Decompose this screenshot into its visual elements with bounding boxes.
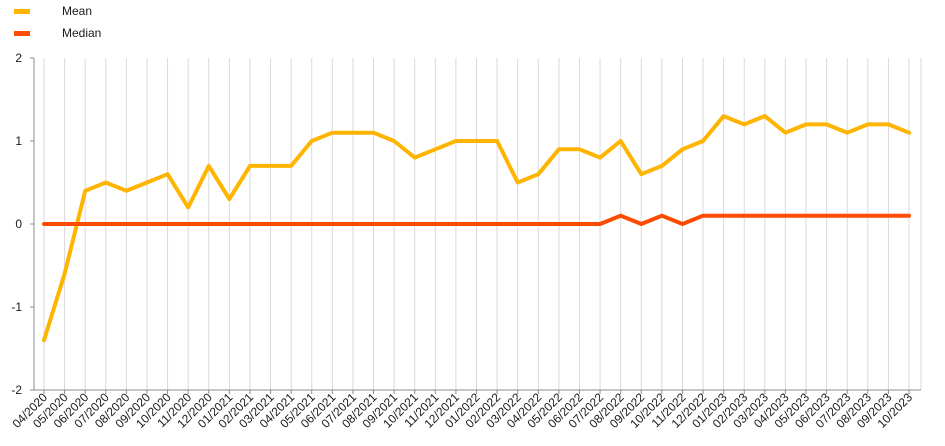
series-line-median [42, 213, 911, 226]
chart-legend: Mean Median [14, 0, 101, 44]
legend-swatch-mean [14, 8, 30, 14]
series-lines [42, 114, 911, 343]
y-tick-label: 0 [15, 217, 22, 231]
y-axis-ticks: -2 -1 0 1 2 [11, 51, 34, 397]
legend-swatch-median [14, 30, 30, 36]
y-tick-label: 1 [15, 134, 22, 148]
y-tick-label: -1 [11, 300, 22, 314]
legend-item-mean: Mean [14, 0, 101, 22]
legend-label-median: Median [62, 26, 102, 40]
legend-item-median: Median [14, 22, 101, 44]
legend-label-mean: Mean [62, 4, 93, 18]
series-line-mean [42, 114, 911, 343]
y-tick-label: 2 [15, 51, 22, 65]
x-axis-ticks: 04/202005/202006/202007/202008/202009/20… [10, 390, 915, 431]
y-tick-label: -2 [11, 383, 22, 397]
